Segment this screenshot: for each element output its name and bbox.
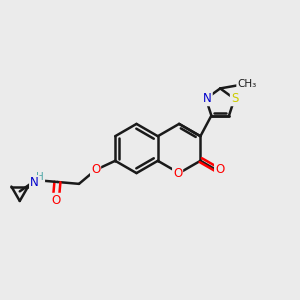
Text: O: O bbox=[51, 194, 61, 207]
Text: O: O bbox=[215, 163, 224, 176]
Text: S: S bbox=[231, 92, 238, 105]
Text: N: N bbox=[30, 176, 39, 189]
Text: O: O bbox=[173, 167, 182, 180]
Text: CH₃: CH₃ bbox=[237, 79, 256, 89]
Text: H: H bbox=[37, 172, 44, 182]
Text: N: N bbox=[203, 92, 212, 105]
Text: O: O bbox=[91, 164, 100, 176]
